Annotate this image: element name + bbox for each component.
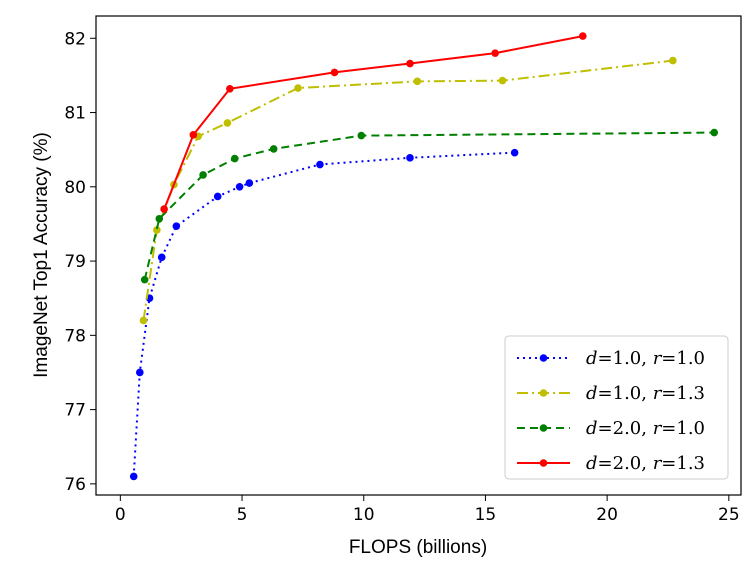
data-point xyxy=(669,56,677,65)
legend-label: d=2.0, r=1.3 xyxy=(586,453,705,474)
data-point xyxy=(498,76,507,85)
series-layer xyxy=(129,32,719,481)
data-point xyxy=(172,222,181,230)
data-point xyxy=(136,368,144,377)
data-point xyxy=(406,154,414,162)
legend-label-part: r xyxy=(653,383,663,404)
y-tick-label: 82 xyxy=(64,29,86,49)
legend-label: d=2.0, r=1.0 xyxy=(586,418,705,439)
legend-label-part: =1.0 xyxy=(661,348,705,369)
data-point xyxy=(294,84,302,92)
y-tick-label: 81 xyxy=(64,104,86,124)
y-tick-label: 80 xyxy=(64,178,86,198)
data-point xyxy=(226,84,234,93)
legend-marker xyxy=(539,354,548,362)
y-tick-label: 78 xyxy=(64,326,86,346)
legend-box xyxy=(504,335,729,480)
legend-label-part: =1.0, xyxy=(598,383,653,404)
data-point xyxy=(160,205,168,213)
y-tick-label: 79 xyxy=(64,252,86,272)
data-point xyxy=(155,214,164,223)
legend-label-part: d xyxy=(586,418,598,439)
x-ticks: 0 5 10 15 20 25 xyxy=(115,495,740,525)
legend: d=1.0, r=1.0d=1.0, r=1.3d=2.0, r=1.0d=2.… xyxy=(504,335,729,480)
data-point xyxy=(157,253,166,262)
y-tick-label: 76 xyxy=(64,475,86,495)
data-point xyxy=(139,316,148,325)
data-point xyxy=(710,128,719,137)
legend-label-part: =1.3 xyxy=(661,453,705,474)
data-point xyxy=(129,472,138,481)
legend-label: d=1.0, r=1.0 xyxy=(586,348,705,369)
x-tick-label: 25 xyxy=(718,505,740,525)
legend-label-part: =2.0, xyxy=(598,418,653,439)
data-point xyxy=(330,68,339,77)
y-axis-label: ImageNet Top1 Accuracy (%) xyxy=(31,132,52,378)
data-point xyxy=(357,131,366,140)
data-point xyxy=(316,160,324,169)
legend-marker xyxy=(539,459,548,467)
y-ticks: 76 77 78 79 80 81 82 xyxy=(64,29,96,495)
data-point xyxy=(199,171,207,179)
data-point xyxy=(153,226,161,234)
data-point xyxy=(245,179,254,187)
legend-label-part: r xyxy=(653,418,663,439)
legend-label-part: d xyxy=(586,348,598,369)
x-tick-label: 15 xyxy=(475,505,497,525)
legend-label-part: =2.0, xyxy=(598,453,653,474)
legend-marker xyxy=(539,389,548,397)
y-tick-label: 77 xyxy=(64,401,86,421)
legend-marker xyxy=(539,424,548,432)
data-point xyxy=(491,49,499,57)
data-point xyxy=(189,131,198,139)
data-point xyxy=(223,119,232,127)
data-point xyxy=(269,145,278,153)
data-point xyxy=(230,154,239,163)
x-tick-label: 20 xyxy=(596,505,618,525)
legend-label-part: =1.0, xyxy=(598,348,653,369)
legend-label-part: =1.3 xyxy=(661,383,705,404)
x-tick-label: 0 xyxy=(115,505,126,525)
legend-label: d=1.0, r=1.3 xyxy=(586,383,705,404)
data-point xyxy=(413,77,422,86)
x-tick-label: 5 xyxy=(237,505,248,525)
legend-label-part: r xyxy=(653,348,663,369)
x-tick-label: 10 xyxy=(353,505,375,525)
x-axis-label: FLOPS (billions) xyxy=(349,537,487,558)
data-point xyxy=(213,192,222,201)
legend-label-part: r xyxy=(653,453,663,474)
legend-label-part: =1.0 xyxy=(661,418,705,439)
legend-label-part: d xyxy=(586,383,598,404)
data-point xyxy=(235,183,244,191)
data-point xyxy=(578,32,587,40)
data-point xyxy=(140,275,149,284)
data-point xyxy=(406,59,414,68)
legend-label-part: d xyxy=(586,453,598,474)
data-point xyxy=(510,148,519,157)
